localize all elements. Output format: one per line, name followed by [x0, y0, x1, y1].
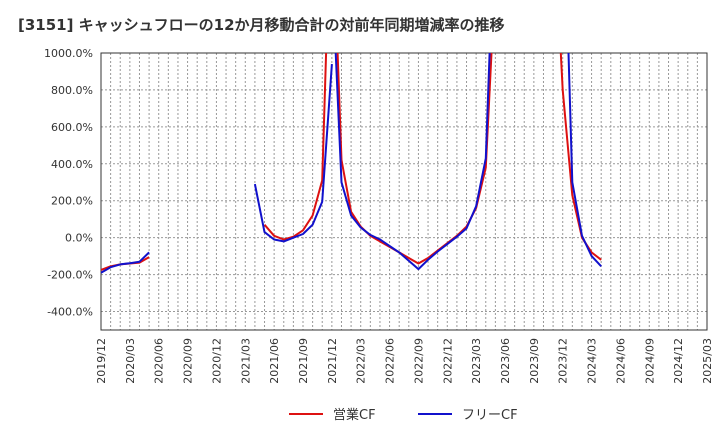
y-tick-label: -200.0%	[47, 269, 93, 282]
x-tick-label: 2024/12	[672, 338, 685, 384]
x-tick-label: 2023/12	[557, 338, 570, 384]
x-tick-label: 2023/09	[528, 338, 541, 384]
x-tick-label: 2019/12	[95, 338, 108, 384]
x-tick-label: 2021/06	[268, 338, 281, 384]
y-tick-label: 0.0%	[65, 232, 93, 245]
y-tick-label: 600.0%	[51, 121, 93, 134]
x-tick-label: 2024/06	[614, 338, 627, 384]
y-tick-label: 200.0%	[51, 195, 93, 208]
series-line-segment	[101, 251, 150, 274]
x-axis-ticks: 2019/12 2020/03 2020/06 2020/09 2020/12 2021/…	[95, 338, 714, 384]
chart-title: [3151] キャッシュフローの12か月移動合計の対前年同期増減率の推移	[18, 16, 505, 34]
x-tick-label: 2020/09	[182, 338, 195, 384]
series-line-segment	[263, 53, 328, 241]
x-tick-label: 2020/06	[153, 338, 166, 384]
x-tick-label: 2022/09	[412, 338, 425, 384]
x-tick-label: 2023/03	[470, 338, 483, 384]
x-tick-label: 2022/12	[441, 338, 454, 384]
x-tick-label: 2025/03	[701, 338, 714, 384]
x-tick-label: 2023/06	[499, 338, 512, 384]
y-tick-label: -400.0%	[47, 306, 93, 319]
y-tick-label: 800.0%	[51, 84, 93, 97]
legend-label-operating-cf: 営業CF	[333, 407, 376, 423]
y-axis-ticks: 1000.0% 800.0% 600.0% 400.0% 200.0% 0.0% -200.…	[44, 47, 93, 319]
y-tick-label: 1000.0%	[44, 47, 93, 60]
series-lines	[101, 53, 602, 274]
series-line-segment	[567, 53, 602, 267]
legend: 営業CF フリーCF	[289, 407, 518, 423]
series-line-segment	[559, 53, 602, 261]
x-tick-label: 2020/12	[210, 338, 223, 384]
x-tick-label: 2020/03	[124, 338, 137, 384]
plot-area-frame	[100, 52, 708, 331]
legend-label-free-cf: フリーCF	[462, 408, 518, 423]
x-tick-label: 2022/06	[384, 338, 397, 384]
x-tick-label: 2024/09	[643, 338, 656, 384]
x-tick-label: 2021/03	[239, 338, 252, 384]
series-line-segment	[253, 64, 333, 243]
series-line-segment	[334, 53, 491, 271]
grid	[101, 52, 707, 330]
y-tick-label: 400.0%	[51, 158, 93, 171]
x-tick-label: 2021/09	[297, 338, 310, 384]
series-free-cf	[101, 53, 602, 274]
x-tick-label: 2022/03	[355, 338, 368, 384]
x-tick-label: 2021/12	[326, 338, 339, 384]
x-tick-label: 2024/03	[586, 338, 599, 384]
